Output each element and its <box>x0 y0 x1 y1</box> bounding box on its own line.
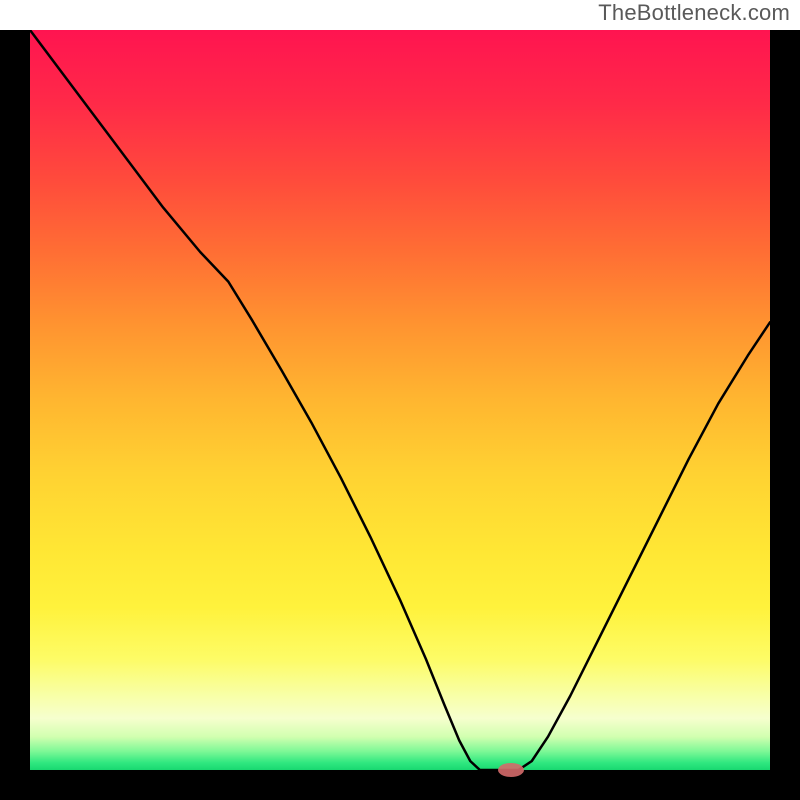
watermark-text: TheBottleneck.com <box>598 0 790 26</box>
optimum-marker <box>498 763 524 777</box>
bottleneck-chart <box>0 0 800 800</box>
chart-frame: TheBottleneck.com <box>0 0 800 800</box>
plot-area <box>30 30 770 770</box>
